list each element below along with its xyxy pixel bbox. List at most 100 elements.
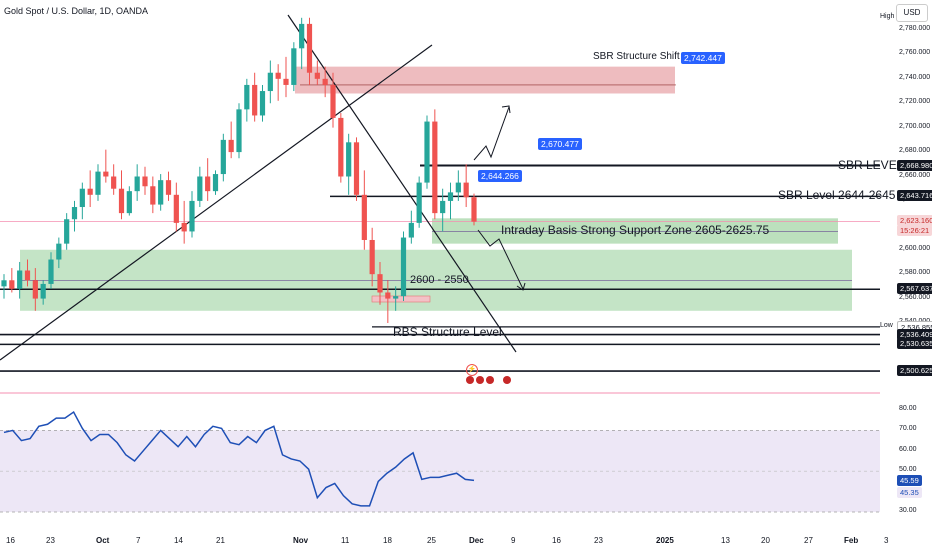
flag-icon[interactable] [503,376,512,384]
candle-body [346,142,352,177]
rsi-panel [0,410,880,513]
candle-body [158,180,164,205]
candle-body [228,139,234,153]
zone-2600-2550-label: 2600 - 2550 [410,274,469,286]
candle-body [267,72,273,92]
candle-body [189,200,195,232]
candle-body [306,23,313,73]
flag-icon[interactable] [476,376,485,384]
candle-body [9,280,15,289]
candle-body [314,72,320,79]
callout-2670: 2,670.477 [538,138,582,150]
candle-body [471,197,477,222]
date-tick-label: 25 [427,536,436,545]
price-tick-label: 2,780.000 [899,25,931,32]
price-tag: 2,623.160 [897,215,932,227]
candle-body [322,78,328,85]
candle-body [330,84,336,118]
rsi-value-2: 45.35 [897,487,922,498]
flag-icon[interactable] [466,376,474,384]
candle-body [87,188,93,195]
rsi-tick-label: 80.00 [899,405,917,412]
candle-body [244,84,250,110]
candle-body [205,176,211,192]
candle-body [17,270,23,289]
date-tick-label: 20 [761,536,770,545]
date-tick-label: 21 [216,536,225,545]
date-tick-label: 18 [383,536,392,545]
date-tick-label: 13 [721,536,730,545]
sbr-structure-shift-label: SBR Structure Shift [593,51,680,62]
candle-body [56,243,62,260]
date-tick-label: 11 [341,536,350,545]
price-tick-label: 2,600.000 [899,244,931,252]
candle-body [1,280,7,287]
date-tick-label: Oct [96,536,110,545]
date-tick-label: 27 [804,536,813,545]
price-tick-label: 2,740.000 [899,73,931,81]
candle-body [134,176,140,192]
candle-body [463,182,469,198]
price-tag: 2,668.980 [897,159,932,171]
price-tag: 2,530.635 [897,338,932,350]
price-tick-label: 2,720.000 [899,98,931,106]
projection-up-arrow [473,106,510,161]
rsi-tick-label: 60.00 [899,445,917,453]
candle-body [369,239,375,275]
rsi-value-1: 45.59 [897,475,922,486]
candle-body [385,292,391,299]
price-tag: 2,500.625 [897,365,932,377]
candle-body [432,121,438,214]
date-tick-label: 16 [6,536,15,545]
date-tick-label: 2025 [656,536,674,545]
candle-body [424,121,430,183]
price-tick-label: 2,560.000 [899,293,931,301]
flag-icon[interactable] [486,376,495,384]
candle-body [32,280,38,299]
candle-body [236,109,242,153]
date-tick-label: 23 [594,536,603,545]
candle-body [212,174,219,192]
candlesticks [1,17,477,323]
candle-body [299,23,305,49]
candle-body [377,274,383,293]
candle-body [252,84,258,116]
candle-body [447,192,454,201]
date-tick-label: 14 [174,536,183,545]
price-tick-label: 2,580.000 [899,269,931,277]
candle-body [197,176,203,201]
arrowhead-icon [501,105,511,114]
candle-body [126,191,132,214]
candle-body [118,188,125,214]
candle-body [291,48,297,85]
intraday-support-label: Intraday Basis Strong Support Zone 2605-… [501,223,770,237]
candle-body [455,182,461,193]
candle-body [353,142,360,195]
flash-icon[interactable]: ⚡ [466,364,478,376]
date-tick-label: 7 [136,536,141,545]
low-label: Low [880,322,893,329]
price-tick-label: 2,680.000 [899,147,931,155]
candle-body [181,222,187,232]
currency-button[interactable]: USD [896,4,928,22]
date-tick-label: Feb [844,536,859,545]
candle-body [95,171,101,195]
high-label: High [880,13,895,20]
date-tick-label: 9 [511,536,516,545]
candle-body [361,194,367,240]
price-tag: 2,643.716 [897,190,932,202]
rsi-tick-label: 50.00 [899,466,917,474]
candle-body [71,207,78,220]
date-tick-label: 16 [552,536,561,545]
liquidity-box [371,295,431,303]
projection-down-arrow [477,229,524,290]
candle-body [400,237,407,297]
news-icons[interactable]: ⚡ [466,364,512,387]
price-tag: 2,567.637 [897,283,932,295]
date-tick-label: Nov [293,536,309,545]
sbr-structure-zone [295,66,675,94]
rsi-tick-label: 70.00 [899,425,917,433]
date-tick-label: Dec [469,536,484,545]
